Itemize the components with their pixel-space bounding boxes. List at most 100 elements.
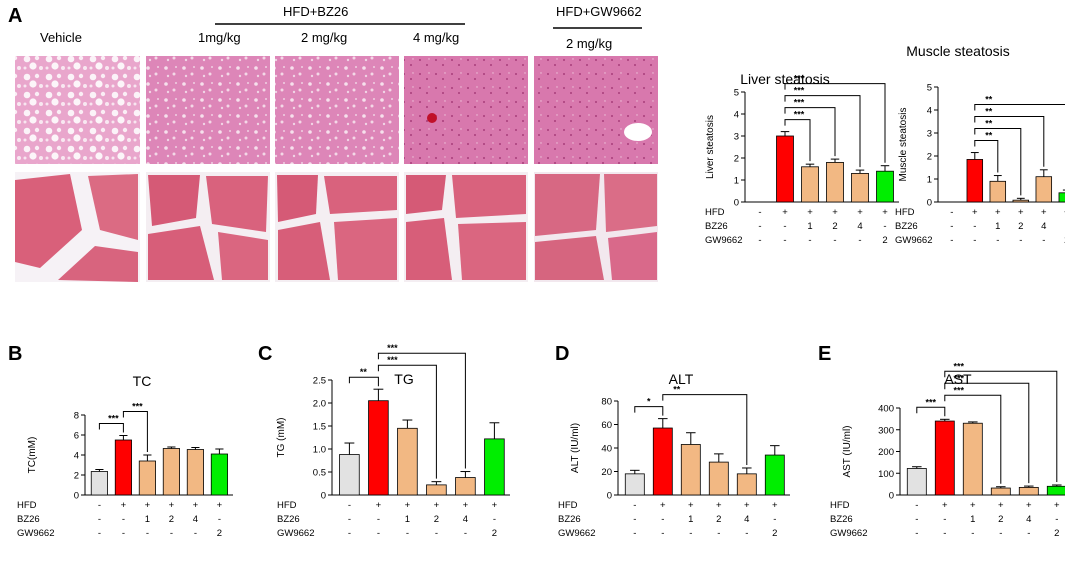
- group-cell: -: [950, 235, 953, 246]
- group-cell: +: [970, 500, 976, 511]
- bar: [1035, 176, 1053, 203]
- panel-letter-e: E: [818, 343, 831, 365]
- group-cell: 1: [405, 514, 410, 525]
- group-cell: -: [915, 514, 918, 525]
- bar: [397, 427, 418, 496]
- group-cell: -: [435, 528, 438, 539]
- chart-title: ALT: [669, 371, 694, 387]
- bar: [708, 461, 729, 496]
- vessel-lumen: [624, 123, 652, 141]
- group-cell: -: [406, 528, 409, 539]
- y-tick-label: 60: [601, 420, 612, 431]
- y-tick-label: 0: [74, 491, 79, 502]
- bar: [1012, 199, 1030, 203]
- bar: [736, 473, 757, 496]
- y-tick-label: 2: [927, 152, 932, 163]
- bar: [966, 159, 984, 203]
- y-tick-label: 0: [607, 491, 612, 502]
- significance-label: **: [985, 131, 993, 141]
- group-cell: -: [717, 528, 720, 539]
- bar: [652, 427, 673, 496]
- significance-label: ***: [954, 373, 965, 383]
- y-tick-label: 1.5: [313, 422, 326, 433]
- bar: [162, 448, 180, 496]
- significance-label: ***: [108, 414, 119, 424]
- bar: [339, 454, 360, 496]
- significance-bracket: [662, 394, 748, 465]
- group-cell: -: [999, 528, 1002, 539]
- significance-label: *: [647, 397, 651, 407]
- significance-label: ***: [954, 361, 965, 371]
- group-row-label: GW9662: [895, 235, 933, 246]
- group-cell: 2: [434, 514, 439, 525]
- y-tick-label: 1: [734, 176, 739, 187]
- group-cell: -: [858, 235, 861, 246]
- group-cell: 2: [832, 221, 837, 232]
- y-tick-label: 200: [878, 447, 894, 458]
- header-dose-1: 1mg/kg: [198, 30, 241, 45]
- bar: [1046, 485, 1065, 496]
- group-cell: -: [348, 528, 351, 539]
- significance-bracket: [122, 411, 148, 452]
- panel-letter-d: D: [555, 343, 569, 365]
- header-vehicle: Vehicle: [40, 30, 82, 45]
- group-cell: -: [464, 528, 467, 539]
- group-cell: -: [833, 235, 836, 246]
- significance-bracket: [944, 370, 1058, 482]
- significance-label: **: [985, 107, 993, 117]
- bar: [934, 420, 955, 496]
- group-cell: -: [1055, 514, 1058, 525]
- y-tick-label: 4: [734, 110, 739, 121]
- group-row-label: GW9662: [558, 528, 596, 539]
- significance-bracket: [944, 394, 1002, 484]
- y-tick-label: 0: [321, 491, 326, 502]
- significance-label: ***: [926, 397, 937, 407]
- group-cell: 2: [1018, 221, 1023, 232]
- bar: [876, 170, 894, 203]
- group-cell: 4: [857, 221, 862, 232]
- group-cell: +: [1041, 207, 1047, 218]
- panel-letter-a: A: [8, 5, 22, 27]
- group-row-label: BZ26: [705, 221, 728, 232]
- bar: [90, 471, 108, 496]
- bar: [426, 484, 447, 496]
- group-cell: -: [971, 528, 974, 539]
- y-tick-label: 8: [74, 411, 79, 422]
- bar: [484, 438, 505, 496]
- significance-label: ***: [794, 98, 805, 108]
- bar: [990, 487, 1011, 496]
- group-cell: +: [832, 207, 838, 218]
- significance-label: ***: [794, 86, 805, 96]
- group-row-label: GW9662: [277, 528, 315, 539]
- bar: [368, 400, 389, 496]
- liver-image-bz26-1: [146, 56, 270, 164]
- group-cell: -: [883, 221, 886, 232]
- bar: [138, 460, 156, 496]
- y-tick-label: 5: [734, 88, 739, 99]
- group-cell: -: [348, 500, 351, 511]
- group-cell: +: [882, 207, 888, 218]
- bar: [851, 172, 869, 203]
- liver-image-vehicle: [15, 56, 140, 164]
- bar: [455, 477, 476, 496]
- group-cell: 4: [1041, 221, 1046, 232]
- chart-title: Liver steatosis: [740, 71, 829, 87]
- significance-bracket: [784, 107, 836, 157]
- y-tick-label: 4: [74, 451, 79, 462]
- group-cell: -: [943, 528, 946, 539]
- bar: [1018, 486, 1039, 496]
- y-tick-label: 300: [878, 425, 894, 436]
- bar: [989, 180, 1007, 203]
- group-cell: +: [434, 500, 440, 511]
- group-cell: -: [950, 207, 953, 218]
- bar: [801, 166, 819, 203]
- group-cell: -: [973, 235, 976, 246]
- significance-bracket: [974, 104, 1065, 111]
- header-dose-4: 4 mg/kg: [413, 30, 459, 45]
- bar: [114, 439, 132, 496]
- group-cell: -: [98, 528, 101, 539]
- group-cell: -: [1019, 235, 1022, 246]
- significance-bracket: [634, 406, 664, 416]
- group-cell: +: [217, 500, 223, 511]
- bar: [680, 444, 701, 496]
